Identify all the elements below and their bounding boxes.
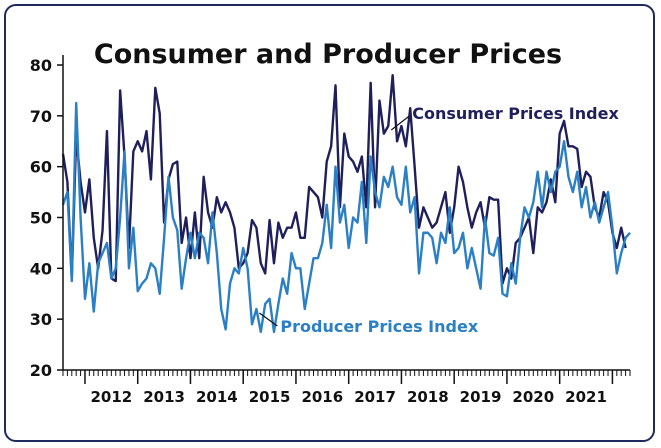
x-tick-label: 2018 [407,388,449,406]
producer-prices-line [61,101,631,334]
y-tick-label: 80 [30,56,52,75]
x-tick-label: 2017 [354,388,396,406]
x-tick-label: 2013 [143,388,185,406]
x-tick-label: 2015 [249,388,291,406]
chart-title: Consumer and Producer Prices [94,39,562,70]
y-tick-label: 40 [30,259,52,278]
x-tick-label: 2020 [512,388,554,406]
consumer-series-label: Consumer Prices Index [412,104,619,123]
y-tick-label: 20 [30,361,52,380]
y-tick-label: 60 [30,158,52,177]
y-tick-label: 50 [30,209,52,228]
x-tick-label: 2016 [301,388,343,406]
consumer-label-leader [390,115,410,131]
x-tick-label: 2019 [460,388,502,406]
producer-series-label: Producer Prices Index [280,317,478,336]
consumer-prices-line [61,73,627,285]
x-tick-label: 2012 [90,388,132,406]
producer-label-leader [259,312,278,327]
y-tick-label: 30 [30,310,52,329]
y-tick-label: 70 [30,107,52,126]
x-tick-label: 2021 [565,388,607,406]
x-tick-label: 2014 [196,388,238,406]
